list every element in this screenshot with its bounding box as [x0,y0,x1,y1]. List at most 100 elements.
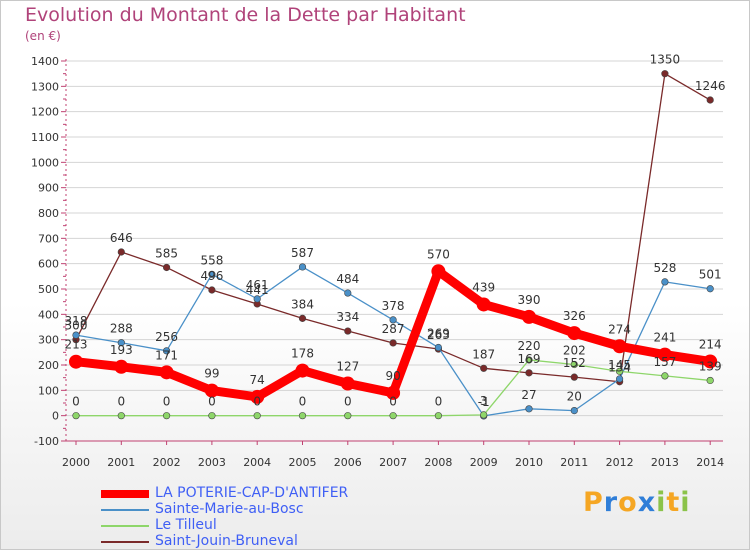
data-point [525,369,533,377]
y-tick-label: 1100 [31,131,59,144]
data-label: 178 [291,347,314,361]
data-point [340,376,355,391]
y-tick-label: 0 [52,410,59,423]
data-label: 439 [472,280,495,294]
x-tick-label: 2000 [62,456,90,469]
data-point [525,356,533,364]
y-tick-label: 900 [38,182,59,195]
data-point [706,285,714,293]
y-tick-label: 1000 [31,156,59,169]
data-label: 263 [427,328,450,342]
data-point [298,314,307,322]
data-label: 20 [567,390,582,404]
x-tick-label: 2007 [379,456,407,469]
data-label: 269 [427,327,450,341]
data-label: 441 [246,283,269,297]
data-point [208,270,216,278]
data-label: 274 [608,322,631,336]
data-label: 378 [382,299,405,313]
data-point [522,309,536,324]
y-tick-label: 100 [38,384,59,397]
data-point [661,372,669,380]
data-label: 27 [521,388,536,402]
x-tick-label: 2010 [515,456,543,469]
data-point [567,326,582,341]
data-point [72,412,80,420]
data-point [295,363,310,378]
data-point [344,327,352,335]
data-point [657,347,672,362]
data-point [480,411,488,419]
data-point [204,383,219,398]
data-point [525,405,533,413]
data-point [570,360,578,369]
data-point [615,367,624,375]
logo-letter: i [656,487,667,518]
x-tick-label: 2004 [243,456,271,469]
data-label: 99 [204,367,219,381]
data-point [344,412,352,420]
data-point [661,70,669,78]
data-label: 169 [518,352,541,366]
legend-label: Sainte-Marie-au-Bosc [155,501,304,517]
data-label: 0 [253,395,261,409]
data-point [298,412,307,420]
data-label: 139 [699,359,722,373]
data-label: 213 [65,338,88,352]
data-label: 334 [336,310,359,324]
data-label: 152 [563,356,586,370]
data-point [253,412,261,420]
y-tick-label: 800 [38,207,59,220]
data-label: 558 [200,253,223,267]
x-tick-label: 2005 [289,456,317,469]
data-label: 241 [653,331,676,345]
y-tick-label: 500 [38,283,59,296]
data-labels: 213 193 171 99 74 178 127 90 570 439 390 326 274 241 2… [65,53,726,409]
grid-lines [66,60,723,442]
legend-label: LA POTERIE-CAP-D'ANTIFER [155,485,349,501]
data-label: 528 [653,261,676,275]
data-label: 256 [155,330,178,344]
data-label: 0 [389,395,397,409]
data-label: 187 [472,347,495,361]
data-point [703,354,718,369]
data-point [661,278,669,286]
data-label: 134 [608,361,631,375]
data-label: 585 [155,246,178,260]
y-tick-label: 600 [38,258,59,271]
proxiti-logo: Proxiti [583,487,691,518]
y-tick-label: 700 [38,232,59,245]
legend-label: Le Tilleul [155,517,217,533]
data-point [208,286,216,294]
data-label: 501 [699,268,722,282]
data-point [298,263,307,271]
data-point [163,347,171,355]
data-point [612,339,627,354]
data-point [434,412,443,420]
data-label: 587 [291,246,314,260]
x-tick-label: 2011 [560,456,588,469]
data-point [706,376,714,385]
y-tick-label: -100 [34,435,59,448]
data-label: 145 [608,358,631,372]
data-point [117,412,125,420]
data-label: 384 [291,297,314,311]
logo-letter: i [680,487,691,518]
data-label: 157 [653,355,676,369]
data-label: 0 [208,395,216,409]
data-point [480,364,488,372]
data-label: 74 [250,373,265,387]
data-label: 326 [563,309,586,323]
legend-swatch-la-poterie [101,490,149,498]
y-tick-label: 300 [38,334,59,347]
x-tick-label: 2006 [334,456,362,469]
x-tick-label: 2001 [107,456,135,469]
data-label: -1 [478,395,490,409]
data-point [114,359,129,374]
legend-swatch-saint-jouin [101,541,149,543]
data-label: 484 [336,272,359,286]
logo-letter: o [618,487,638,518]
x-tick-label: 2003 [198,456,226,469]
